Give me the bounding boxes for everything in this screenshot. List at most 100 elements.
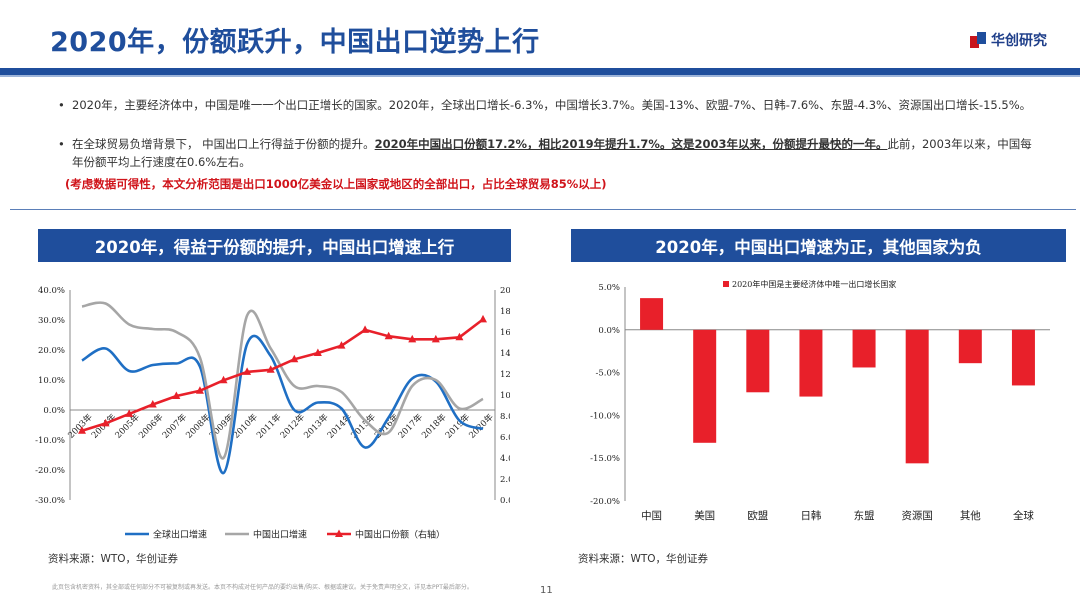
share-point-marker (384, 331, 393, 340)
right-chart-title: 2020年，中国出口增速为正，其他国家为负 (571, 229, 1066, 262)
x-category-label: 全球 (1013, 509, 1035, 522)
scope-note: (考虑数据可得性，本文分析范围是出口1000亿美金以上国家或地区的全部出口，占比… (65, 177, 607, 191)
bullet-highlight-text: 2020年中国出口份额17.2%，相比2019年提升1.7%。这是2003年以来… (374, 137, 888, 151)
footer-disclaimer: 此页包含机密资料，其全部或任何部分不可被复制或再发送。本页不构成对任何产品的要约… (52, 584, 473, 591)
right-y-tick-label: 18.0% (500, 307, 510, 317)
right-bar-chart: -20.0% -15.0% -10.0% -5.0% 0.0% 5.0% 中国 美国 欧盟 日韩 东… (590, 279, 1050, 522)
right-y-tick-label: 20.0% (500, 286, 510, 296)
share-point-marker (243, 367, 252, 375)
right-y-tick-label: 16.0% (500, 328, 510, 338)
legend-label: 全球出口增速 (153, 529, 207, 541)
bar (640, 298, 664, 330)
legend-marker-icon (335, 529, 343, 537)
share-point-marker (266, 365, 275, 373)
legend-swatch (723, 281, 729, 287)
bullet-item-1: • 2020年，主要经济体中，中国是唯一一个出口正增长的国家。2020年，全球出… (58, 96, 1038, 114)
share-point-marker (479, 314, 487, 323)
header-divider-thin (0, 75, 1080, 77)
bar (905, 329, 929, 464)
x-tick-label: 2017年 (396, 411, 425, 440)
page-number: 11 (540, 585, 553, 596)
y-tick-label: -20.0% (590, 497, 620, 507)
share-point-marker (195, 386, 204, 394)
left-y-tick-label: 0.0% (43, 406, 65, 416)
legend-label: 中国出口增速 (253, 529, 307, 541)
y-tick-label: 0.0% (598, 326, 620, 336)
share-point-marker (78, 426, 86, 434)
left-y-tick-label: 30.0% (38, 316, 65, 326)
left-y-tick-label: 20.0% (38, 346, 65, 356)
x-tick-label: 2012年 (278, 411, 307, 440)
share-point-marker (361, 325, 370, 333)
x-category-label: 美国 (694, 509, 715, 522)
x-tick-label: 2018年 (420, 411, 449, 440)
right-chart-source: 资料来源：WTO，华创证券 (578, 553, 709, 565)
share-point-marker (455, 332, 464, 341)
x-category-label: 欧盟 (747, 510, 768, 522)
x-tick-label: 2013年 (302, 411, 331, 440)
right-y-tick-label: 10.0% (500, 391, 510, 401)
y-tick-label: -5.0% (596, 369, 620, 379)
x-category-label: 资源国 (901, 509, 933, 522)
share-point-marker (431, 334, 440, 343)
right-y-tick-label: 12.0% (500, 370, 510, 380)
series-line (81, 301, 484, 460)
x-tick-label: 2011年 (254, 411, 283, 440)
share-point-marker (219, 375, 228, 384)
right-y-tick-label: 6.0% (500, 433, 510, 443)
x-tick-label: 2007年 (160, 411, 189, 440)
section-divider (10, 209, 1076, 210)
share-point-marker (313, 348, 322, 356)
bullet-item-2: • 在全球贸易负增背景下， 中国出口上行得益于份额的提升。2020年中国出口份额… (58, 135, 1038, 171)
bar (693, 329, 717, 443)
legend-label: 2020年中国是主要经济体中唯一出口增长国家 (732, 279, 896, 289)
bullet-text: 在全球贸易负增背景下， 中国出口上行得益于份额的提升。 (72, 137, 375, 151)
left-chart-title: 2020年，得益于份额的提升，中国出口增速上行 (38, 229, 511, 262)
y-tick-label: -15.0% (590, 454, 620, 464)
bullet-dot-icon: • (58, 98, 65, 112)
share-point-marker (172, 391, 181, 400)
header-divider-bar (0, 68, 1080, 75)
bar (958, 329, 982, 364)
brand-logo: 华创研究 (970, 30, 1047, 50)
right-y-tick-label: 0.0% (500, 496, 510, 506)
logo-mark-icon (970, 32, 986, 48)
share-point-marker (125, 409, 134, 417)
right-y-tick-label: 2.0% (500, 475, 510, 485)
x-tick-label: 2015年 (349, 411, 378, 440)
bar (1011, 329, 1035, 386)
x-category-label: 中国 (641, 509, 662, 522)
bar (799, 329, 823, 397)
x-category-label: 其他 (960, 509, 981, 522)
y-tick-label: 5.0% (598, 283, 620, 293)
left-y-tick-label: 40.0% (38, 286, 65, 296)
bullet-text: 2020年，主要经济体中，中国是唯一一个出口正增长的国家。2020年，全球出口增… (72, 98, 1032, 112)
logo-text: 华创研究 (991, 33, 1047, 49)
legend-label: 中国出口份额（右轴） (355, 529, 445, 541)
left-y-tick-label: -20.0% (35, 466, 65, 476)
left-line-chart: -30.0% -20.0% -10.0% 0.0% 10.0% 20.0% 30.0% 40.… (35, 286, 510, 541)
right-y-tick-label: 4.0% (500, 454, 510, 464)
page-title: 2020年，份额跃升，中国出口逆势上行 (50, 27, 540, 58)
y-tick-label: -10.0% (590, 411, 620, 421)
bar (852, 329, 876, 368)
left-chart-source: 资料来源：WTO，华创证券 (48, 553, 179, 565)
x-category-label: 东盟 (854, 509, 875, 522)
share-point-marker (148, 399, 157, 408)
x-category-label: 日韩 (800, 509, 821, 522)
x-tick-label: 2006年 (136, 411, 165, 440)
share-point-marker (290, 354, 299, 363)
share-point-marker (408, 334, 417, 343)
left-y-tick-label: 10.0% (38, 376, 65, 386)
bar (746, 329, 770, 393)
share-point-marker (101, 418, 110, 427)
series-line (81, 334, 484, 475)
series-line (81, 318, 484, 432)
left-y-tick-label: -10.0% (35, 436, 65, 446)
bullet-tail-text: 此前，2003年以来，中国每年份额平均上行速度在0.6%左右。 (72, 137, 1032, 169)
right-y-tick-label: 8.0% (500, 412, 510, 422)
bullet-dot-icon: • (58, 137, 65, 151)
right-y-tick-label: 14.0% (500, 349, 510, 359)
left-y-tick-label: -30.0% (35, 496, 65, 506)
share-point-marker (337, 341, 346, 349)
